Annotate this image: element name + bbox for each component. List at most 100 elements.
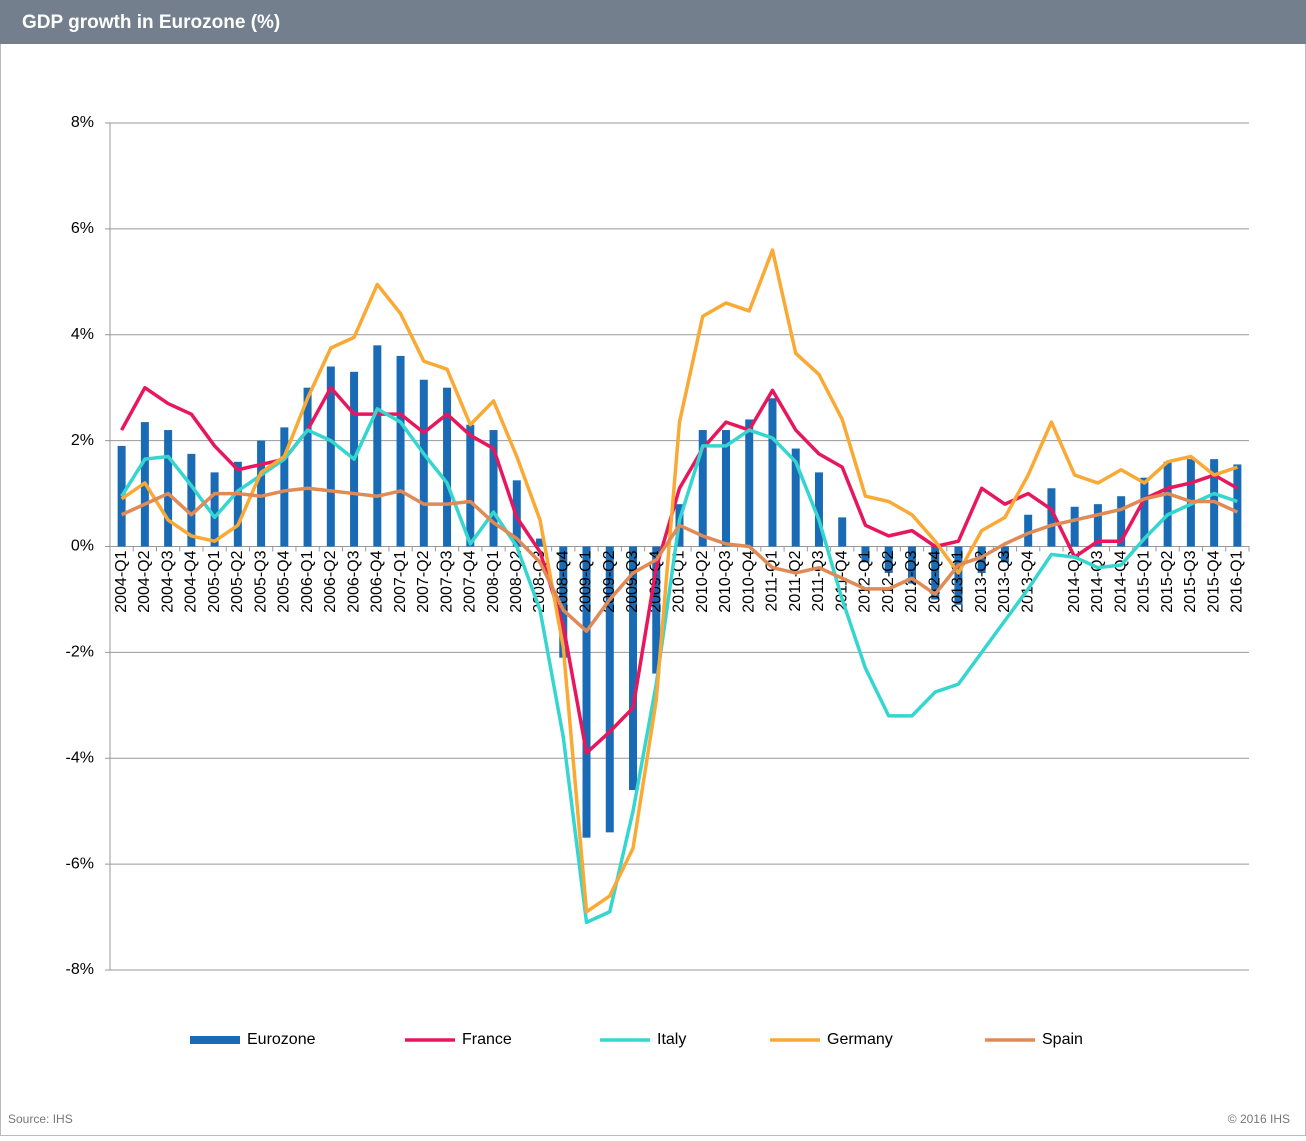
- bar: [931, 546, 940, 600]
- x-tick-label: 2011-Q1: [764, 550, 781, 611]
- legend-label: Eurozone: [247, 1031, 316, 1048]
- x-tick-label: 2007-Q1: [392, 550, 409, 612]
- legend-label: Spain: [1042, 1031, 1083, 1048]
- y-tick-label: 8%: [71, 114, 94, 131]
- bar: [559, 546, 568, 658]
- x-tick-label: 2010-Q2: [694, 550, 711, 612]
- x-tick-label: 2004-Q3: [159, 550, 176, 612]
- bar: [396, 355, 405, 547]
- x-tick-label: 2015-Q1: [1136, 550, 1153, 612]
- y-tick-label: -6%: [66, 855, 94, 872]
- bar: [373, 345, 382, 547]
- legend-label: France: [462, 1031, 512, 1048]
- bar: [1070, 506, 1079, 547]
- bar: [721, 430, 730, 547]
- y-tick-label: 2%: [71, 432, 94, 449]
- x-tick-label: 2005-Q3: [252, 550, 269, 612]
- bar: [1000, 546, 1009, 563]
- x-tick-label: 2007-Q3: [438, 550, 455, 612]
- line: [120, 248, 1238, 914]
- x-tick-label: 2004-Q4: [183, 550, 200, 612]
- line: [120, 407, 1238, 925]
- x-tick-label: 2011-Q3: [810, 550, 827, 611]
- x-tick-label: 2012-Q3: [903, 550, 920, 612]
- bar: [954, 546, 963, 605]
- x-tick-label: 2012-Q2: [880, 550, 897, 612]
- bar: [768, 398, 777, 547]
- bar: [466, 424, 475, 547]
- x-tick-label: 2007-Q2: [415, 550, 432, 612]
- x-tick-label: 2008-Q1: [485, 550, 502, 612]
- x-tick-label: 2012-Q4: [926, 550, 943, 612]
- bar: [1024, 514, 1033, 547]
- bar: [280, 427, 289, 547]
- x-tick-label: 2012-Q1: [857, 550, 874, 612]
- bar: [1117, 496, 1126, 547]
- bar: [187, 453, 196, 547]
- bar: [1047, 488, 1056, 547]
- bar: [443, 387, 452, 547]
- bar: [164, 430, 173, 547]
- bar: [838, 517, 847, 547]
- bar: [698, 430, 707, 547]
- y-tick-label: -4%: [66, 749, 94, 766]
- x-tick-label: 2011-Q4: [833, 550, 850, 611]
- x-tick-label: 2014-Q3: [1089, 550, 1106, 612]
- x-tick-label: 2011-Q2: [787, 550, 804, 611]
- x-tick-label: 2013-Q2: [973, 550, 990, 612]
- x-tick-label: 2004-Q1: [113, 550, 130, 612]
- y-tick-label: -8%: [66, 961, 94, 978]
- x-tick-label: 2006-Q3: [345, 550, 362, 612]
- bar: [977, 546, 986, 573]
- x-tick-label: 2004-Q2: [136, 550, 153, 612]
- bar: [536, 538, 545, 547]
- x-tick-label: 2015-Q2: [1159, 550, 1176, 612]
- x-tick-label: 2016-Q1: [1229, 550, 1246, 612]
- x-tick-label: 2005-Q1: [206, 550, 223, 612]
- x-tick-label: 2006-Q2: [322, 550, 339, 612]
- y-tick-label: 6%: [71, 220, 94, 237]
- bar: [814, 472, 823, 547]
- bar: [1140, 477, 1149, 547]
- bar: [652, 546, 661, 674]
- line: [120, 486, 1239, 633]
- y-tick-label: -2%: [66, 644, 94, 661]
- bar: [1093, 504, 1102, 547]
- bar: [605, 546, 614, 833]
- x-tick-label: 2010-Q3: [717, 550, 734, 612]
- bar: [489, 430, 498, 547]
- x-tick-label: 2006-Q1: [299, 550, 316, 612]
- bar: [210, 472, 219, 547]
- x-tick-label: 2009-Q2: [601, 550, 618, 612]
- bar: [1163, 461, 1172, 547]
- x-tick-label: 2009-Q1: [578, 550, 595, 612]
- x-tick-label: 2005-Q4: [276, 550, 293, 612]
- x-tick-label: 2014-Q2: [1066, 550, 1083, 612]
- copyright: © 2016 IHS: [1228, 1112, 1290, 1126]
- bar: [326, 366, 335, 547]
- x-tick-label: 2010-Q1: [671, 550, 688, 612]
- legend-label: Germany: [827, 1031, 893, 1048]
- bar: [907, 546, 916, 584]
- bar: [884, 546, 893, 573]
- bar: [257, 440, 266, 547]
- bar: [861, 546, 870, 563]
- bar: [233, 461, 242, 547]
- x-tick-label: 2015-Q3: [1182, 550, 1199, 612]
- bar: [745, 419, 754, 547]
- bar: [582, 546, 591, 838]
- x-tick-label: 2007-Q4: [462, 550, 479, 612]
- legend-swatch: [190, 1036, 240, 1044]
- x-tick-label: 2009-Q3: [624, 550, 641, 612]
- bar: [303, 387, 312, 547]
- bar: [791, 448, 800, 547]
- x-tick-label: 2010-Q4: [740, 550, 757, 612]
- x-tick-label: 2013-Q3: [996, 550, 1013, 612]
- bar: [1233, 464, 1242, 547]
- x-tick-label: 2015-Q4: [1205, 550, 1222, 612]
- y-tick-label: 0%: [71, 538, 94, 555]
- source: Source: IHS: [8, 1112, 73, 1126]
- chart-title: GDP growth in Eurozone (%): [22, 12, 280, 33]
- bar: [629, 546, 638, 791]
